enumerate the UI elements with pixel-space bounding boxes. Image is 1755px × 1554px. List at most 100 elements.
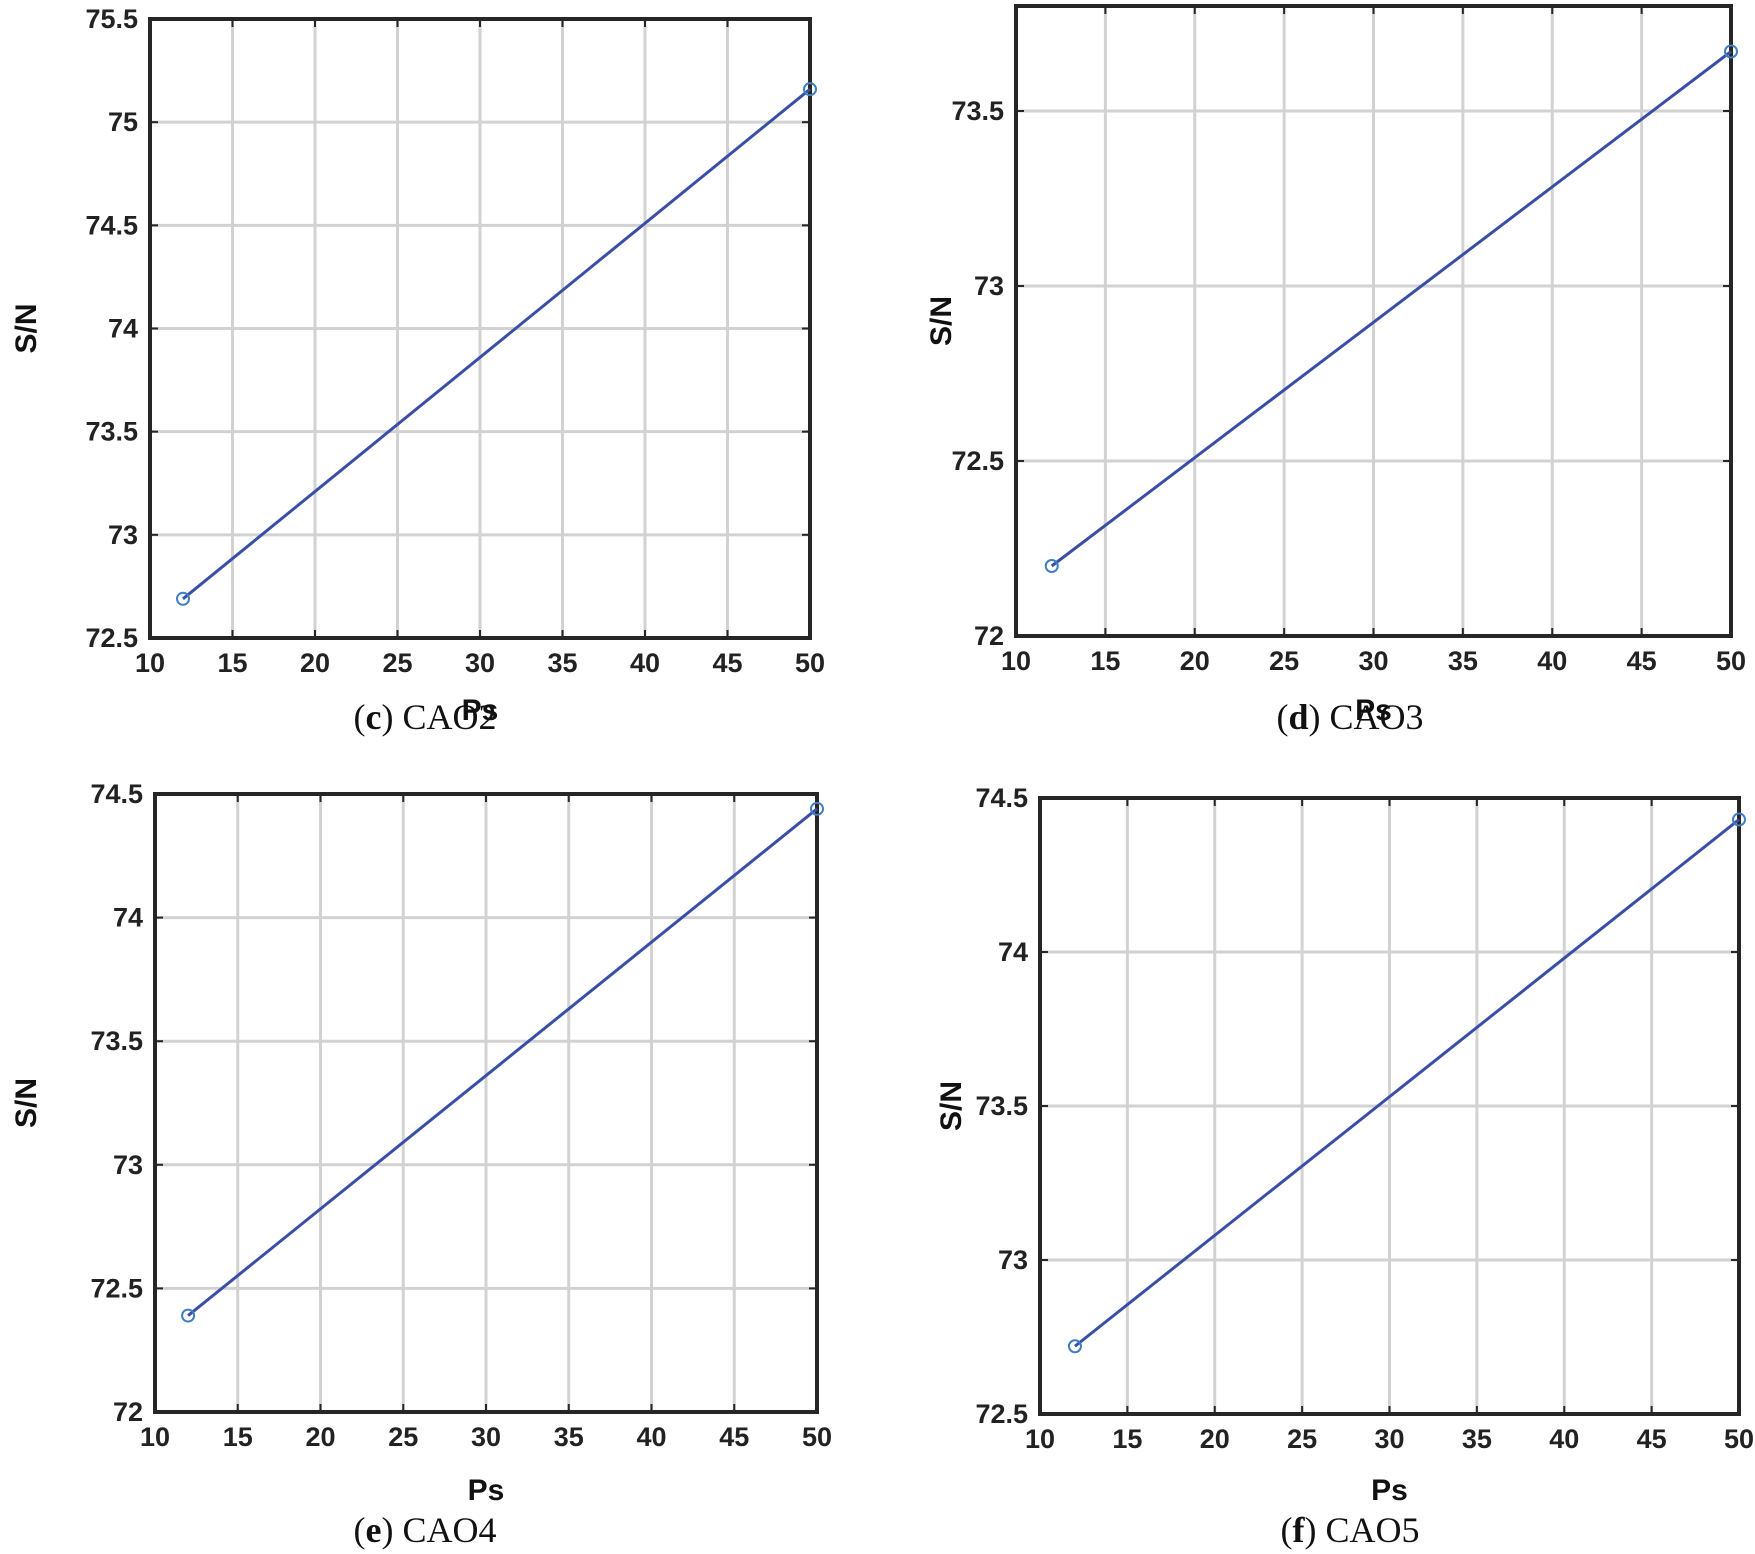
x-tick-label: 15 (223, 1422, 253, 1452)
y-tick-label: 74.5 (975, 783, 1028, 813)
x-tick-label: 40 (630, 648, 660, 678)
y-tick-label: 73.5 (951, 96, 1004, 126)
y-tick-label: 74 (113, 903, 143, 933)
plot-frame (153, 792, 819, 1414)
y-tick-label: 74 (108, 314, 138, 344)
x-tick-label: 45 (1637, 1424, 1667, 1454)
caption-letter: d (1288, 697, 1308, 737)
x-tick-label: 35 (1448, 646, 1478, 676)
panel-caption: (d) CAO3 (1276, 697, 1423, 737)
data-point (803, 82, 817, 97)
x-tick-label: 15 (217, 648, 247, 678)
x-axis-label: Ps (1355, 694, 1392, 727)
caption-text: ) CAO2 (381, 697, 496, 737)
plot-frame (1014, 4, 1733, 638)
y-tick-label: 74 (998, 937, 1028, 967)
x-tick-label: 30 (1374, 1424, 1404, 1454)
x-tick-label: 20 (1200, 1424, 1230, 1454)
x-tick-label: 20 (1180, 646, 1210, 676)
x-tick-label: 10 (140, 1422, 170, 1452)
caption-letter: e (366, 1510, 382, 1550)
panel-caption: (c) CAO2 (354, 697, 497, 737)
y-tick-label: 73 (113, 1150, 143, 1180)
y-tick-label: 73 (108, 520, 138, 550)
x-tick-label: 35 (1462, 1424, 1492, 1454)
x-tick-label: 45 (712, 648, 742, 678)
y-tick-label: 75 (108, 107, 138, 137)
caption-letter: c (366, 697, 382, 737)
caption-text: ) CAO5 (1305, 1510, 1420, 1550)
y-tick-label: 72 (974, 621, 1004, 651)
chart-panel-c: 10 15 20 25 30 35 40 45 50 72.5 73 73.5 74 74.5 75 75.5… (10, 4, 825, 737)
x-tick-label: 40 (636, 1422, 666, 1452)
series-line (187, 807, 818, 1317)
x-tick-label: 25 (382, 648, 412, 678)
caption-text: ) CAO3 (1309, 697, 1424, 737)
panel-caption: (e) CAO4 (354, 1510, 497, 1550)
x-tick-label: 30 (1358, 646, 1388, 676)
x-tick-label: 30 (471, 1422, 501, 1452)
chart-panel-f: 10 15 20 25 30 35 40 45 50 72.5 73 73.5 74 74.5 Ps S/N (… (935, 783, 1754, 1550)
y-tick-label: 72.5 (951, 446, 1004, 476)
y-axis-label: S/N (935, 1081, 968, 1131)
data-point (1732, 812, 1746, 827)
series-line (182, 87, 811, 600)
chart-panel-d: 10 15 20 25 30 35 40 45 50 72 72.5 73 73.5 Ps S/N (d) C… (925, 4, 1746, 737)
y-tick-label: 74.5 (85, 210, 138, 240)
data-point (181, 1308, 196, 1323)
x-axis-label: Ps (468, 1474, 505, 1507)
panel-caption: (f) CAO5 (1281, 1510, 1420, 1550)
data-point (810, 801, 824, 816)
y-tick-label: 74.5 (90, 779, 143, 809)
y-axis-label: S/N (10, 1078, 43, 1128)
chart-panel-e: 10 15 20 25 30 35 40 45 50 72 72.5 73 73.5 74 74.5 Ps S/… (10, 779, 832, 1550)
caption-paren-open: ( (1276, 697, 1288, 737)
x-tick-label: 10 (135, 648, 165, 678)
x-tick-label: 45 (1627, 646, 1657, 676)
x-tick-label: 25 (1287, 1424, 1317, 1454)
x-tick-label: 45 (719, 1422, 749, 1452)
y-tick-label: 72.5 (975, 1399, 1028, 1429)
x-tick-label: 30 (465, 648, 495, 678)
caption-paren-open: ( (354, 697, 366, 737)
caption-paren-open: ( (1281, 1510, 1293, 1550)
caption-text: ) CAO4 (381, 1510, 496, 1550)
y-axis-label: S/N (10, 303, 43, 353)
series-line (1050, 50, 1732, 568)
x-tick-label: 25 (388, 1422, 418, 1452)
y-tick-label: 73 (998, 1245, 1028, 1275)
plot-frame (148, 17, 812, 640)
x-axis-label: Ps (1371, 1474, 1408, 1507)
y-tick-label: 73.5 (85, 417, 138, 447)
data-point (1724, 44, 1738, 59)
x-tick-label: 10 (1025, 1424, 1055, 1454)
x-tick-label: 15 (1112, 1424, 1142, 1454)
x-tick-label: 50 (1716, 646, 1746, 676)
y-tick-label: 73 (974, 271, 1004, 301)
x-tick-label: 20 (305, 1422, 335, 1452)
data-point (1067, 1339, 1082, 1354)
x-axis-label: Ps (462, 694, 499, 727)
x-tick-label: 10 (1001, 646, 1031, 676)
x-tick-label: 40 (1549, 1424, 1579, 1454)
x-tick-label: 25 (1269, 646, 1299, 676)
x-tick-label: 40 (1537, 646, 1567, 676)
series-line (1074, 818, 1740, 1348)
y-tick-label: 72.5 (85, 623, 138, 653)
x-tick-label: 50 (802, 1422, 832, 1452)
data-point (1044, 559, 1059, 573)
x-tick-label: 50 (1724, 1424, 1754, 1454)
x-tick-label: 50 (795, 648, 825, 678)
plot-frame (1038, 796, 1741, 1416)
x-tick-label: 20 (300, 648, 330, 678)
x-tick-label: 35 (547, 648, 577, 678)
y-tick-label: 72 (113, 1397, 143, 1427)
y-tick-label: 73.5 (975, 1091, 1028, 1121)
y-axis-label: S/N (925, 296, 958, 346)
x-tick-label: 15 (1090, 646, 1120, 676)
caption-paren-open: ( (354, 1510, 366, 1550)
x-tick-label: 35 (554, 1422, 584, 1452)
data-point (176, 591, 190, 606)
y-tick-label: 73.5 (90, 1026, 143, 1056)
